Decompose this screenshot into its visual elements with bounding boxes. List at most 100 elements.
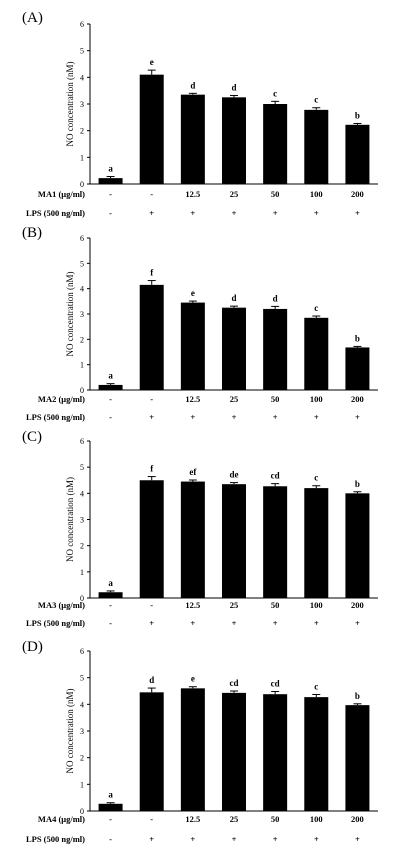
row-cell: + [314,412,319,422]
row-cell: 50 [271,394,280,404]
row-cell: + [355,412,360,422]
significance-letter: d [231,82,236,92]
y-tick-label: 1 [80,780,84,789]
bar-6 [304,109,329,184]
y-tick-label: 5 [80,259,84,268]
bar-7 [345,347,370,390]
bar-2 [139,480,164,598]
row-label: LPS (500 ng/ml) [26,618,85,628]
bar-4 [222,307,246,390]
bar-2 [139,284,164,390]
row-cell: - [109,618,112,628]
y-tick-label: 1 [80,153,84,162]
y-tick-label: 5 [80,674,84,683]
bar-3 [180,688,205,811]
row-cell: + [273,834,278,844]
significance-letter: e [191,674,195,684]
y-tick-label: 4 [80,73,84,82]
row-cell: 200 [351,189,364,199]
y-tick-label: 5 [80,47,84,56]
row-cell: + [355,208,360,218]
row-cell: + [190,834,195,844]
row-cell: 25 [230,394,239,404]
bar-6 [304,317,329,390]
y-tick-label: 3 [80,310,84,319]
row-cell: 200 [351,394,364,404]
bar-7 [345,705,370,811]
row-cell: + [355,834,360,844]
row-cell: + [314,208,319,218]
row-cell: - [109,412,112,422]
row-cell: 12.5 [185,600,200,610]
bar-1 [98,592,123,598]
row-cell: - [150,814,153,824]
row-label: MA1 (μg/ml) [38,189,85,199]
row-cell: 50 [271,814,280,824]
row-cell: - [150,394,153,404]
bar-5 [263,694,288,811]
row-cell: - [109,189,112,199]
significance-letter: a [108,164,113,174]
bar-2 [139,692,164,811]
y-tick-label: 6 [80,647,84,656]
y-tick-label: 4 [80,489,84,498]
bar-1 [98,384,123,390]
row-cell: 12.5 [185,814,200,824]
bar-4 [222,692,246,811]
y-tick-label: 6 [80,234,84,243]
significance-letter: b [355,691,360,701]
y-tick-label: 3 [80,727,84,736]
row-cell: 12.5 [185,394,200,404]
bar-1 [98,178,123,184]
row-cell: - [109,814,112,824]
panel-label: (D) [22,639,43,655]
y-tick-label: 0 [80,386,84,395]
row-label: MA3 (μg/ml) [38,600,85,610]
y-axis-title: NO concentration (nM) [65,62,75,147]
row-cell: 100 [310,600,323,610]
significance-letter: ef [189,467,197,477]
bar-3 [180,302,205,390]
significance-letter: b [355,479,360,489]
row-cell: + [190,208,195,218]
significance-letter: c [314,681,318,691]
y-tick-label: 3 [80,100,84,109]
y-tick-label: 2 [80,754,84,763]
row-cell: + [273,618,278,628]
row-cell: + [149,208,154,218]
significance-letter: d [149,675,154,685]
row-cell: 100 [310,394,323,404]
y-tick-label: 5 [80,463,84,472]
bar-3 [180,481,205,598]
significance-letter: c [314,303,318,313]
row-cell: + [314,618,319,628]
row-cell: 25 [230,814,239,824]
y-tick-label: 1 [80,568,84,577]
bar-2 [139,74,164,184]
significance-letter: b [355,333,360,343]
row-cell: 50 [271,189,280,199]
bar-7 [345,124,370,184]
row-cell: 25 [230,189,239,199]
significance-letter: c [314,473,318,483]
significance-letter: cd [230,678,239,688]
significance-letter: b [355,110,360,120]
significance-letter: e [191,288,195,298]
bar-5 [263,308,288,390]
panel-label: (B) [22,225,42,241]
y-axis-title: NO concentration (nM) [65,477,75,562]
row-label: MA2 (μg/ml) [38,394,85,404]
significance-letter: de [230,470,239,480]
y-tick-label: 1 [80,361,84,370]
row-cell: + [232,412,237,422]
y-tick-label: 2 [80,335,84,344]
row-cell: - [109,208,112,218]
panel-label: (A) [22,10,43,26]
significance-letter: c [273,88,277,98]
significance-letter: a [108,790,113,800]
row-label: LPS (500 ng/ml) [26,834,85,844]
bar-5 [263,486,288,598]
row-cell: 12.5 [185,189,200,199]
row-cell: + [190,412,195,422]
bar-4 [222,97,246,184]
